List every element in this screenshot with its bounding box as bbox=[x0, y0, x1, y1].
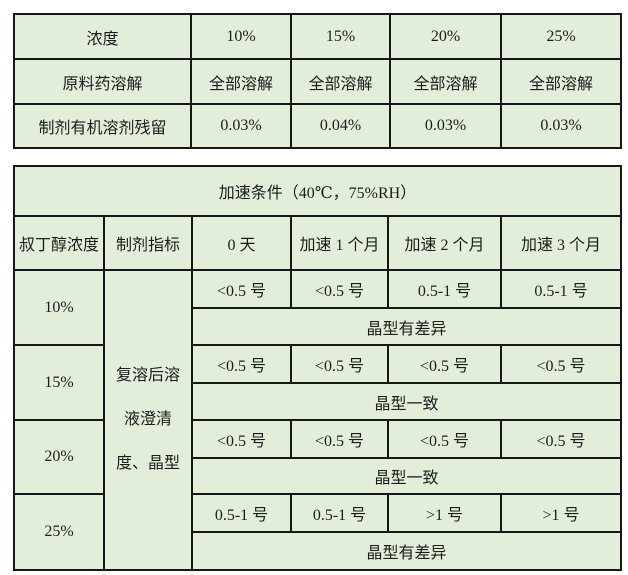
clarity-value-cell: <0.5 号 bbox=[387, 344, 502, 384]
dissolution-value-cell: 全部溶解 bbox=[290, 58, 391, 105]
dissolution-value-cell: 全部溶解 bbox=[190, 58, 292, 105]
dissolution-value-cell: 全部溶解 bbox=[389, 58, 502, 105]
clarity-value-cell: 0.5-1 号 bbox=[387, 269, 502, 309]
header-day0: 0 天 bbox=[191, 215, 292, 271]
clarity-value-cell: 0.5-1 号 bbox=[290, 493, 389, 533]
concentration-group-label: 25% bbox=[13, 493, 105, 571]
crystal-result-cell: 晶型有差异 bbox=[190, 307, 623, 346]
crystal-result-cell: 晶型有差异 bbox=[190, 531, 623, 571]
header-month1: 加速 1 个月 bbox=[290, 215, 389, 271]
residue-value-cell: 0.04% bbox=[290, 103, 391, 149]
header-tba-concentration: 叔丁醇浓度 bbox=[13, 215, 105, 271]
table-row: 晶型有差异 bbox=[14, 531, 623, 571]
indicator-cell: 复溶后溶 液澄清 度、晶型 bbox=[103, 269, 193, 571]
concentration-group-label: 20% bbox=[13, 419, 105, 495]
dissolution-table: 浓度 10% 15% 20% 25% 原料药溶解 全部溶解 全部溶解 全部溶解 … bbox=[13, 13, 622, 149]
stability-table: 加速条件（40℃，75%RH） 叔丁醇浓度 制剂指标 0 天 加速 1 个月 加… bbox=[12, 165, 623, 571]
crystal-result-cell: 晶型一致 bbox=[190, 382, 623, 421]
residue-value-cell: 0.03% bbox=[500, 103, 622, 149]
concentration-group-label: 15% bbox=[13, 344, 105, 421]
indicator-line: 复溶后溶 bbox=[115, 367, 180, 384]
crystal-result-cell: 晶型一致 bbox=[190, 457, 623, 495]
clarity-value-cell: <0.5 号 bbox=[191, 344, 292, 384]
clarity-value-cell: <0.5 号 bbox=[387, 419, 502, 459]
header-formulation-index: 制剂指标 bbox=[103, 215, 193, 271]
table-row: 晶型有差异 bbox=[14, 307, 623, 346]
row-label-concentration: 浓度 bbox=[13, 13, 192, 60]
stability-table-title: 加速条件（40℃，75%RH） bbox=[12, 165, 623, 217]
concentration-group-label: 10% bbox=[13, 269, 105, 346]
residue-value-cell: 0.03% bbox=[190, 103, 292, 149]
table-row: 晶型一致 bbox=[14, 382, 623, 421]
table-row: 15% <0.5 号 <0.5 号 <0.5 号 <0.5 号 bbox=[13, 344, 623, 421]
clarity-value-cell: 0.5-1 号 bbox=[191, 493, 292, 533]
clarity-value-cell: <0.5 号 bbox=[290, 419, 389, 459]
table-title-row: 加速条件（40℃，75%RH） bbox=[12, 165, 623, 217]
clarity-value-cell: >1 号 bbox=[499, 493, 623, 533]
header-month2: 加速 2 个月 bbox=[387, 215, 502, 271]
clarity-value-cell: <0.5 号 bbox=[499, 419, 623, 459]
concentration-value-cell: 20% bbox=[389, 13, 502, 60]
row-label-api-dissolution: 原料药溶解 bbox=[13, 58, 192, 105]
dissolution-value-cell: 全部溶解 bbox=[500, 58, 622, 105]
header-month3: 加速 3 个月 bbox=[499, 215, 623, 271]
table-row: 25% 0.5-1 号 0.5-1 号 >1 号 >1 号 bbox=[13, 493, 623, 571]
clarity-value-cell: <0.5 号 bbox=[499, 344, 623, 384]
table-row: 晶型一致 bbox=[14, 457, 623, 495]
clarity-value-cell: <0.5 号 bbox=[290, 269, 389, 309]
indicator-line: 度、晶型 bbox=[115, 455, 180, 472]
table-row: 20% <0.5 号 <0.5 号 <0.5 号 <0.5 号 bbox=[13, 419, 623, 495]
clarity-value-cell: <0.5 号 bbox=[191, 419, 292, 459]
row-label-solvent-residue: 制剂有机溶剂残留 bbox=[13, 103, 192, 149]
residue-value-cell: 0.03% bbox=[389, 103, 502, 149]
table-header-row: 叔丁醇浓度 制剂指标 0 天 加速 1 个月 加速 2 个月 加速 3 个月 bbox=[13, 215, 623, 271]
clarity-value-cell: <0.5 号 bbox=[191, 269, 292, 309]
clarity-value-cell: <0.5 号 bbox=[290, 344, 389, 384]
clarity-value-cell: 0.5-1 号 bbox=[499, 269, 623, 309]
table-row: 浓度 10% 15% 20% 25% bbox=[13, 13, 622, 60]
concentration-value-cell: 15% bbox=[290, 13, 391, 60]
indicator-line: 液澄清 bbox=[123, 411, 172, 428]
concentration-value-cell: 10% bbox=[190, 13, 292, 60]
table-row: 10% 复溶后溶 液澄清 度、晶型 <0.5 号 <0.5 号 0.5-1 号 … bbox=[13, 269, 623, 571]
table-row: 原料药溶解 全部溶解 全部溶解 全部溶解 全部溶解 bbox=[13, 58, 622, 105]
clarity-value-cell: >1 号 bbox=[387, 493, 502, 533]
concentration-value-cell: 25% bbox=[500, 13, 622, 60]
table-row: 制剂有机溶剂残留 0.03% 0.04% 0.03% 0.03% bbox=[13, 103, 622, 149]
